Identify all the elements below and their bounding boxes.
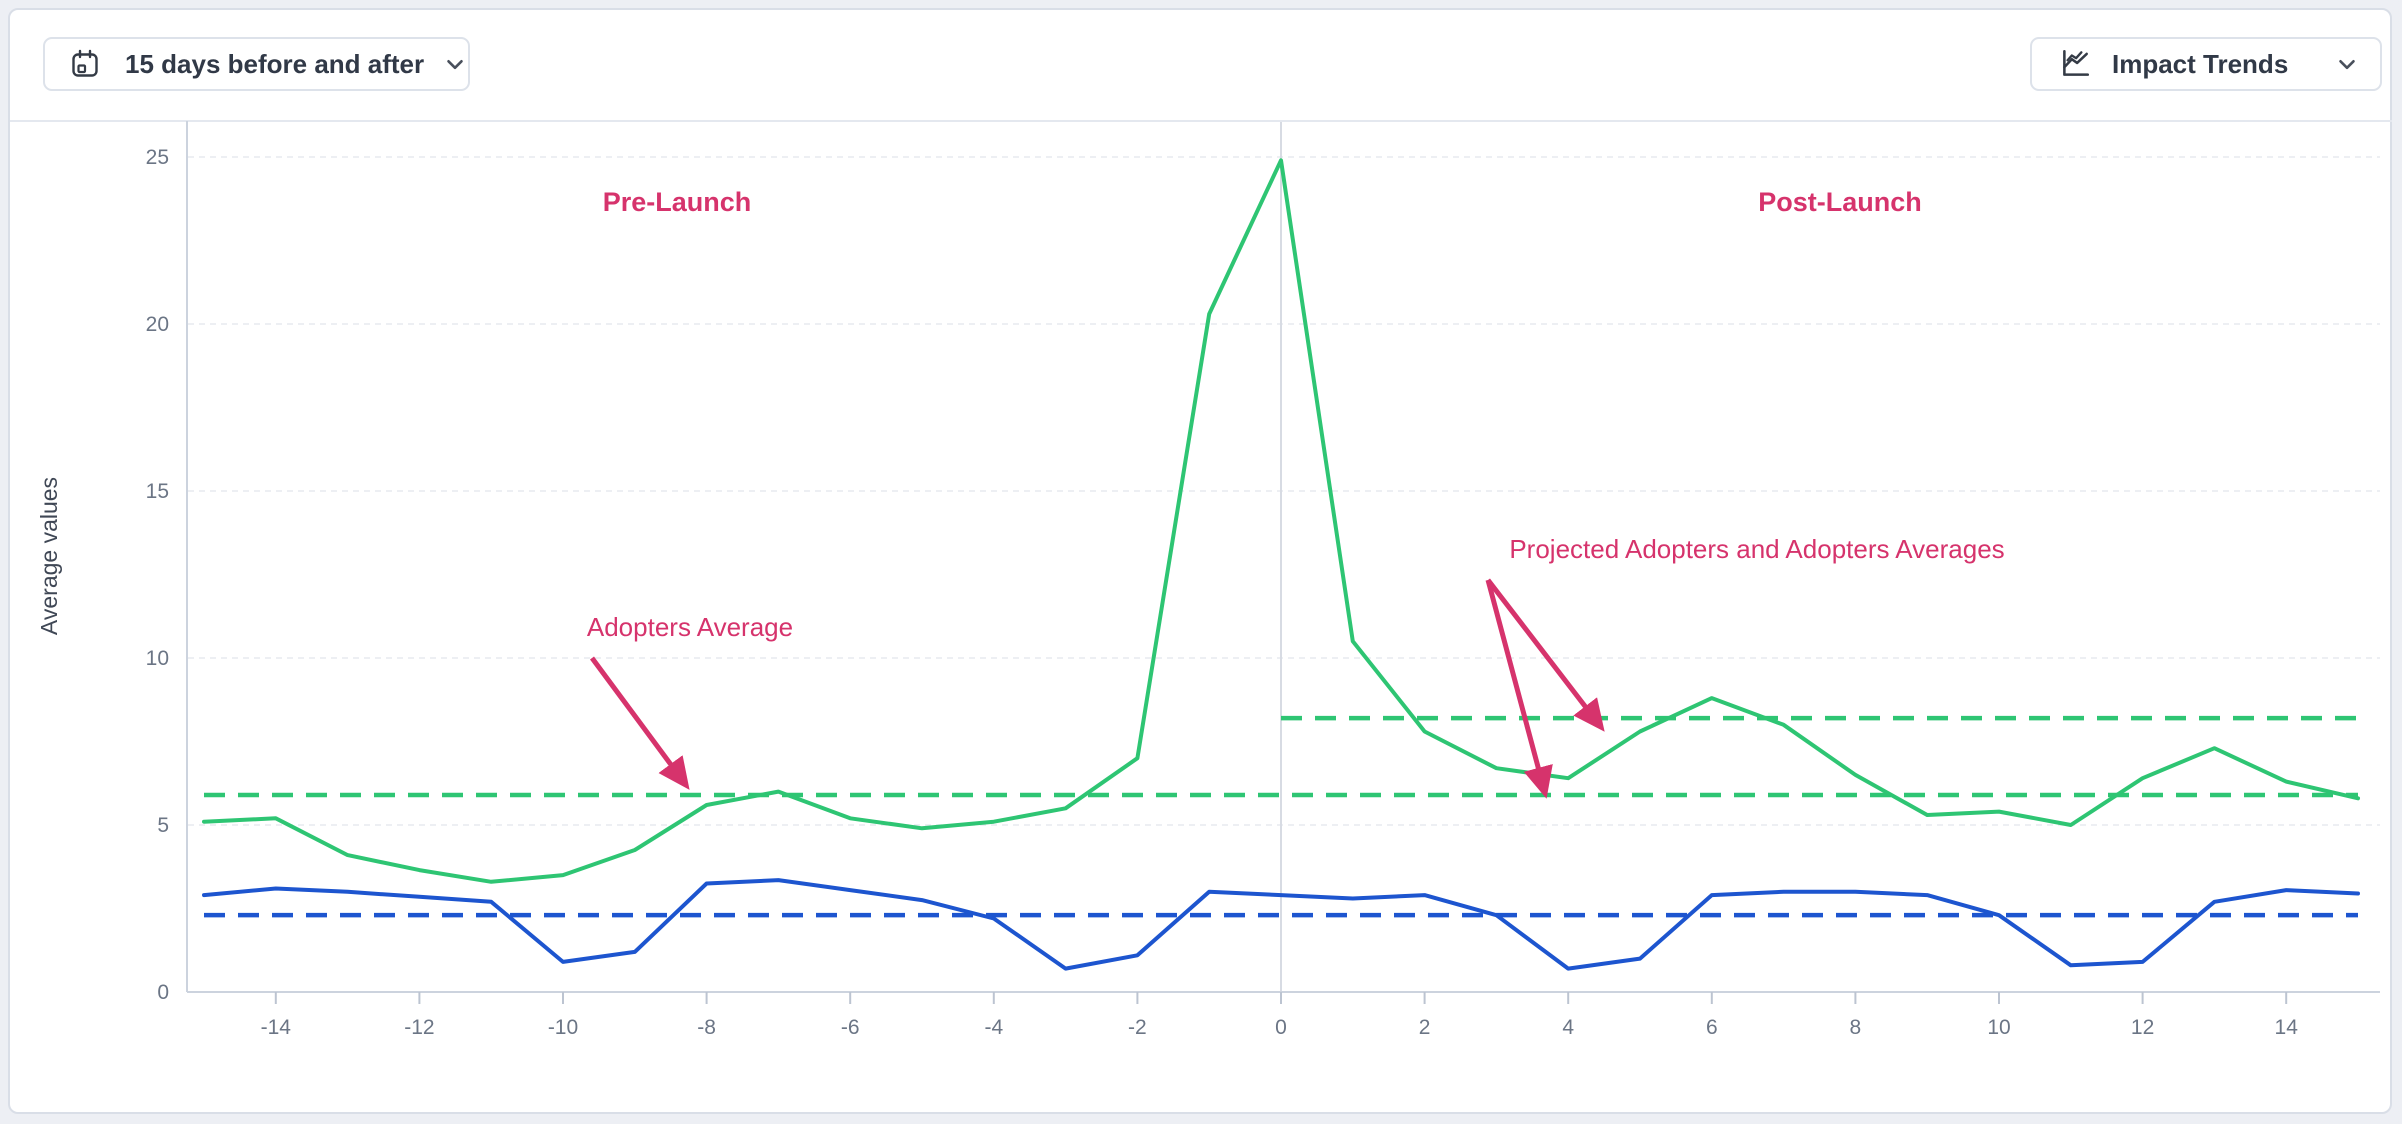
impact-trends-label: Impact Trends	[2112, 48, 2289, 79]
chevron-down-icon	[2334, 51, 2360, 77]
chevron-down-icon	[442, 51, 468, 77]
calendar-icon	[69, 48, 101, 80]
line-chart-icon	[2058, 47, 2092, 81]
impact-trends-button[interactable]: Impact Trends	[2030, 37, 2382, 91]
chart-card	[8, 8, 2392, 1114]
date-range-button[interactable]: 15 days before and after	[43, 37, 470, 91]
date-range-label: 15 days before and after	[125, 48, 425, 79]
